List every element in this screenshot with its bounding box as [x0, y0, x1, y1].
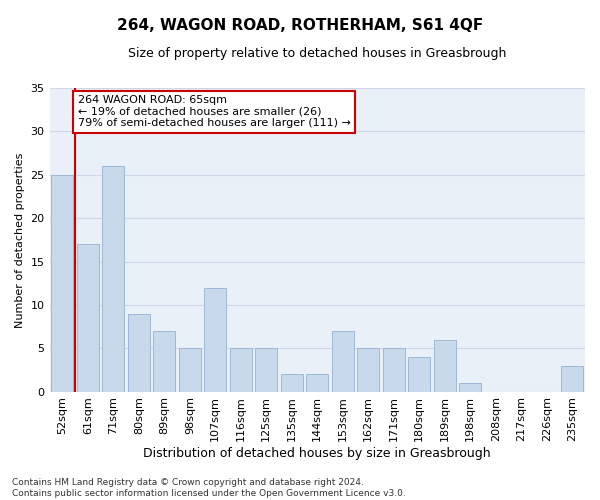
Bar — [205, 288, 226, 392]
Bar — [128, 314, 149, 392]
Bar — [179, 348, 200, 392]
X-axis label: Distribution of detached houses by size in Greasbrough: Distribution of detached houses by size … — [143, 447, 491, 460]
Bar — [281, 374, 302, 392]
Bar — [307, 374, 328, 392]
Bar — [460, 383, 481, 392]
Bar — [332, 331, 353, 392]
Bar — [383, 348, 404, 392]
Y-axis label: Number of detached properties: Number of detached properties — [15, 152, 25, 328]
Bar — [154, 331, 175, 392]
Text: Contains HM Land Registry data © Crown copyright and database right 2024.
Contai: Contains HM Land Registry data © Crown c… — [12, 478, 406, 498]
Text: 264, WAGON ROAD, ROTHERHAM, S61 4QF: 264, WAGON ROAD, ROTHERHAM, S61 4QF — [117, 18, 483, 32]
Text: 264 WAGON ROAD: 65sqm
← 19% of detached houses are smaller (26)
79% of semi-deta: 264 WAGON ROAD: 65sqm ← 19% of detached … — [77, 95, 350, 128]
Bar — [409, 357, 430, 392]
Bar — [103, 166, 124, 392]
Title: Size of property relative to detached houses in Greasbrough: Size of property relative to detached ho… — [128, 48, 506, 60]
Bar — [358, 348, 379, 392]
Bar — [230, 348, 251, 392]
Bar — [256, 348, 277, 392]
Bar — [52, 175, 73, 392]
Bar — [434, 340, 455, 392]
Bar — [562, 366, 583, 392]
Bar — [77, 244, 98, 392]
